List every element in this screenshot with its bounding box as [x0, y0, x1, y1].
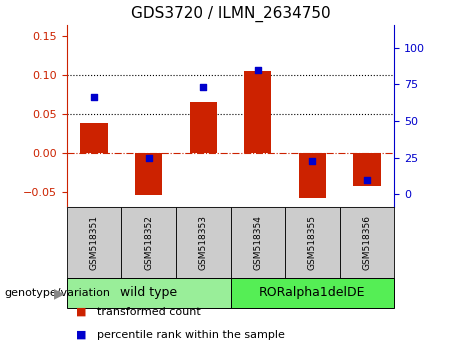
- Bar: [121, 207, 176, 278]
- Bar: [230, 278, 394, 308]
- Text: GSM518355: GSM518355: [308, 215, 317, 270]
- Bar: [299, 153, 326, 198]
- Bar: [285, 207, 340, 278]
- Bar: [230, 207, 285, 278]
- Bar: [176, 207, 230, 278]
- Bar: [340, 207, 394, 278]
- Point: [363, 177, 371, 182]
- Bar: [135, 153, 162, 195]
- Bar: [244, 71, 272, 153]
- Bar: [189, 102, 217, 153]
- Point: [145, 155, 152, 160]
- Point: [90, 95, 98, 100]
- Text: ■: ■: [76, 307, 87, 316]
- Text: ▶: ▶: [54, 286, 65, 300]
- Bar: [67, 278, 230, 308]
- Text: wild type: wild type: [120, 286, 177, 299]
- Bar: [353, 153, 380, 186]
- Text: transformed count: transformed count: [97, 307, 201, 316]
- Text: genotype/variation: genotype/variation: [5, 288, 111, 298]
- Text: GSM518352: GSM518352: [144, 215, 153, 270]
- Text: RORalpha1delDE: RORalpha1delDE: [259, 286, 366, 299]
- Point: [308, 158, 316, 163]
- Point: [200, 84, 207, 90]
- Text: ■: ■: [76, 330, 87, 339]
- Text: GSM518351: GSM518351: [89, 215, 99, 270]
- Text: GSM518356: GSM518356: [362, 215, 372, 270]
- Point: [254, 67, 261, 72]
- Title: GDS3720 / ILMN_2634750: GDS3720 / ILMN_2634750: [130, 6, 331, 22]
- Bar: [67, 207, 121, 278]
- Bar: [81, 123, 108, 153]
- Text: percentile rank within the sample: percentile rank within the sample: [97, 330, 285, 339]
- Text: GSM518354: GSM518354: [253, 215, 262, 270]
- Text: GSM518353: GSM518353: [199, 215, 208, 270]
